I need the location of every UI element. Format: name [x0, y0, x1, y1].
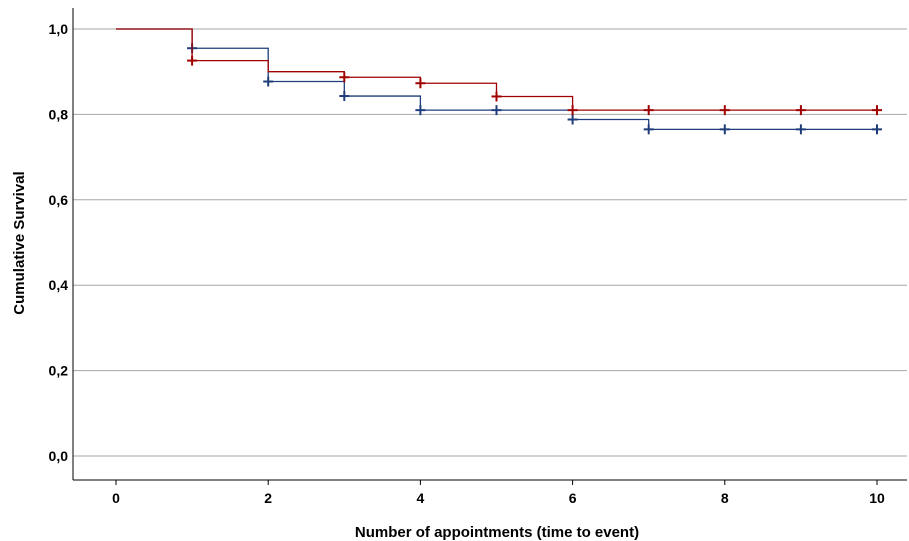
x-tick-label-3: 6	[569, 490, 577, 506]
censor-mark-s1-3	[491, 91, 502, 102]
censor-mark-s1-5	[643, 105, 654, 116]
series-line-0	[116, 28, 877, 130]
censor-mark-s0-2	[339, 91, 350, 102]
y-axis-label: Cumulative Survival	[11, 171, 28, 314]
censor-mark-s1-4	[567, 105, 578, 116]
y-tick-label-1: 0,2	[49, 363, 69, 379]
y-tick-label-5: 1,0	[49, 21, 69, 37]
axis-layer	[72, 8, 907, 485]
x-axis-label: Number of appointments (time to event)	[355, 524, 639, 541]
x-tick-label-0: 0	[112, 490, 120, 506]
grid-layer	[73, 28, 907, 457]
censor-mark-s1-6	[719, 105, 730, 116]
y-tick-label-3: 0,6	[49, 192, 69, 208]
censor-mark-s0-1	[263, 76, 274, 87]
y-tick-label-0: 0,0	[49, 448, 69, 464]
y-tick-label-2: 0,4	[49, 277, 69, 293]
y-tick-labels: 0,0 0,2 0,4 0,6 0,8 1,0	[49, 21, 69, 464]
censor-mark-s0-3	[415, 105, 426, 116]
y-tick-label-4: 0,8	[49, 106, 69, 122]
censor-mark-s1-2	[415, 78, 426, 89]
x-tick-labels: 0 2 4 6 8 10	[112, 490, 885, 506]
censor-mark-s0-7	[719, 124, 730, 135]
censor-mark-s1-0	[187, 55, 198, 66]
censor-mark-s0-4	[491, 105, 502, 116]
censor-mark-s1-1	[339, 72, 350, 83]
censor-mark-s0-5	[567, 114, 578, 125]
censor-mark-s1-7	[795, 105, 806, 116]
censor-mark-s1-8	[872, 105, 882, 116]
x-tick-label-5: 10	[869, 490, 885, 506]
censor-mark-s0-8	[795, 124, 806, 135]
series-line-1	[116, 28, 877, 111]
series-layer	[116, 28, 882, 135]
censor-mark-s0-6	[643, 124, 654, 135]
x-tick-label-1: 2	[264, 490, 272, 506]
x-tick-label-2: 4	[417, 490, 425, 506]
censor-mark-s0-9	[872, 124, 882, 135]
x-tick-label-4: 8	[721, 490, 729, 506]
